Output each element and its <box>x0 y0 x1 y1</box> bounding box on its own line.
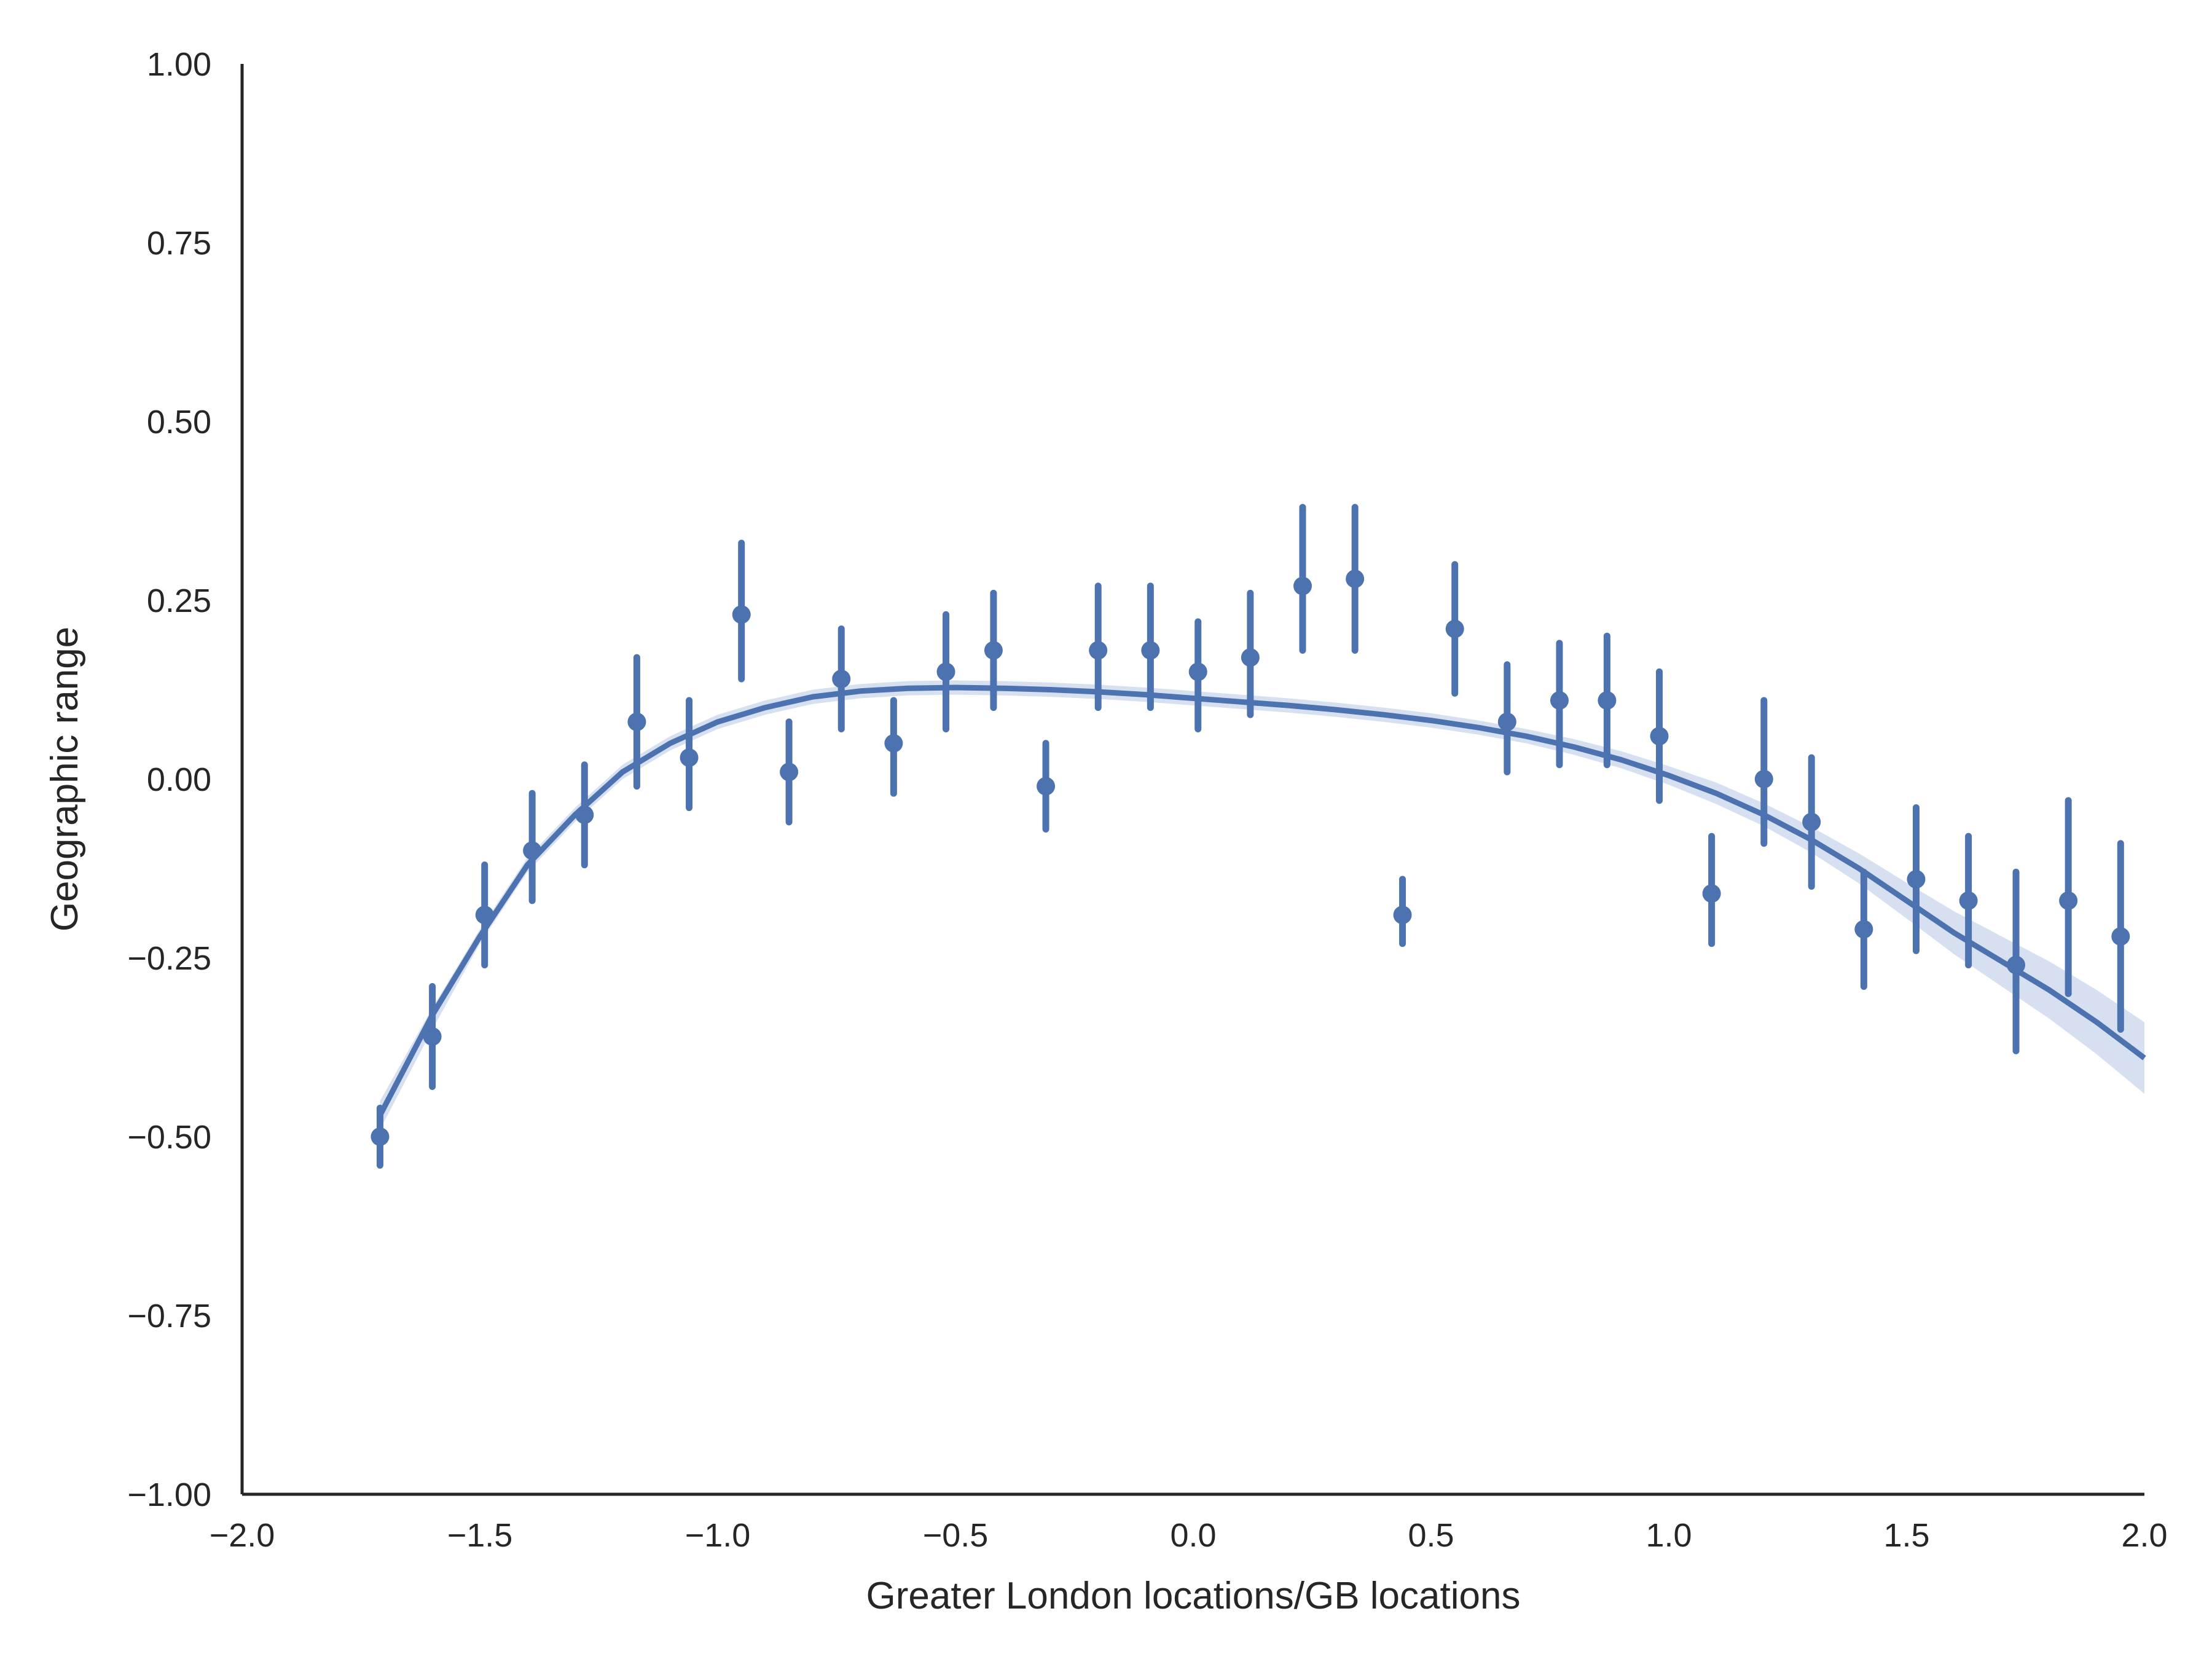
confidence-band <box>380 680 2144 1130</box>
data-point <box>1650 727 1669 746</box>
y-tick-label: −0.50 <box>127 1119 211 1156</box>
data-point <box>1550 691 1569 710</box>
fit-line <box>377 684 2146 1117</box>
data-point <box>1854 920 1873 939</box>
x-tick-label: 2.0 <box>2121 1517 2167 1554</box>
x-tick-label: −1.0 <box>685 1517 751 1554</box>
x-tick-label: 1.0 <box>1645 1517 1692 1554</box>
data-point <box>780 762 799 782</box>
data-point <box>1754 770 1773 788</box>
data-point <box>1959 891 1978 910</box>
x-tick-label: 0.5 <box>1408 1517 1454 1554</box>
data-point <box>832 670 851 689</box>
y-tick-label: 0.75 <box>147 225 211 262</box>
x-tick-label: −0.5 <box>923 1517 989 1554</box>
data-point <box>680 748 699 767</box>
confidence-band-layer <box>380 680 2144 1130</box>
data-point <box>1293 576 1312 595</box>
y-tick-label: 0.50 <box>147 404 211 441</box>
data-point <box>1598 691 1617 710</box>
data-point <box>984 641 1003 660</box>
data-point <box>523 841 542 860</box>
data-point <box>936 662 955 681</box>
data-point <box>1089 641 1108 660</box>
x-ticks: −2.0 −1.5 −1.0 −0.5 0.0 0.5 1.0 1.5 2.0 <box>210 1517 2168 1554</box>
x-axis-label: Greater London locations/GB locations <box>866 1575 1521 1617</box>
y-ticks: 1.00 0.75 0.50 0.25 0.00 −0.25 −0.50 −0.75 −1.00 <box>127 46 211 1513</box>
x-tick-label: 1.5 <box>1883 1517 1929 1554</box>
y-tick-label: 1.00 <box>147 46 211 83</box>
x-tick-label: −1.5 <box>447 1517 513 1554</box>
y-tick-label: −1.00 <box>127 1476 211 1513</box>
data-point <box>884 734 903 753</box>
data-point <box>371 1127 390 1146</box>
x-tick-label: −2.0 <box>210 1517 275 1554</box>
x-tick-label: 0.0 <box>1170 1517 1216 1554</box>
data-point <box>1346 570 1365 589</box>
data-point <box>627 712 646 731</box>
data-point <box>1141 641 1160 660</box>
data-point <box>475 906 494 925</box>
data-point-layer <box>371 570 2130 1146</box>
error-bar-layer <box>376 504 2124 1169</box>
data-point <box>423 1027 442 1046</box>
fit-line-layer <box>377 684 2146 1117</box>
data-point <box>2059 891 2078 910</box>
data-point <box>1393 906 1412 925</box>
y-tick-label: −0.75 <box>127 1298 211 1335</box>
axes <box>240 64 2144 1496</box>
y-tick-label: 0.00 <box>147 761 211 798</box>
data-point <box>2007 955 2026 974</box>
data-point <box>2111 927 2130 946</box>
data-point <box>732 605 751 624</box>
data-point <box>1241 648 1260 667</box>
y-tick-label: −0.25 <box>127 940 211 977</box>
y-axis-label: Geographic range <box>44 627 86 931</box>
data-point <box>1702 884 1721 903</box>
data-point <box>1188 662 1207 681</box>
y-tick-label: 0.25 <box>147 582 211 619</box>
data-point <box>1907 869 1926 888</box>
data-point <box>1802 812 1821 831</box>
data-point <box>1497 712 1516 731</box>
data-point <box>1445 619 1464 638</box>
data-point <box>1037 777 1056 796</box>
data-point <box>575 806 594 825</box>
